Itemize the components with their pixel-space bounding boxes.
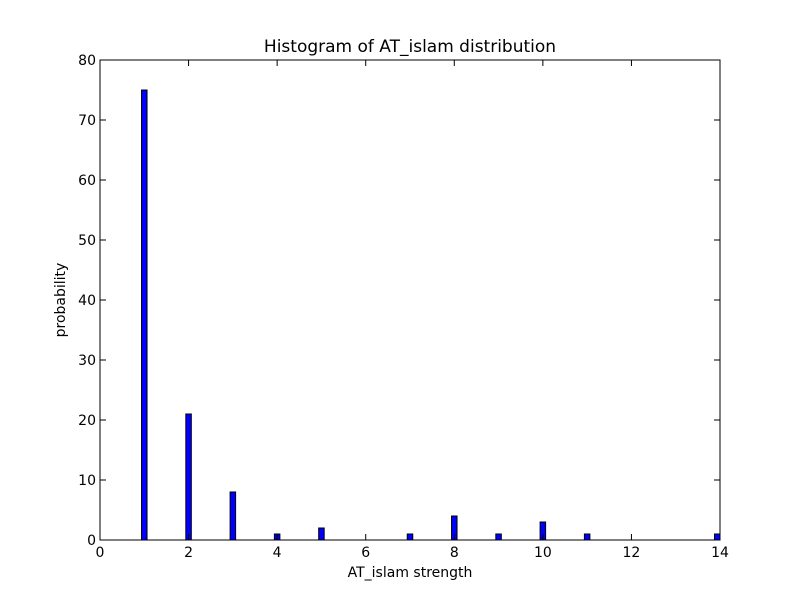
histogram-bar — [495, 533, 502, 541]
histogram-bar — [318, 527, 325, 541]
histogram-bar — [229, 491, 237, 541]
y-axis-label: probability — [53, 263, 69, 338]
histogram-bar — [583, 533, 591, 541]
x-tick-label: 2 — [184, 545, 193, 561]
y-tick-label: 70 — [78, 113, 96, 129]
x-tick-label: 14 — [711, 545, 729, 561]
y-tick-label: 60 — [78, 173, 96, 189]
y-tick-label: 0 — [87, 533, 96, 549]
x-tick-label: 10 — [534, 545, 552, 561]
histogram-bar — [714, 533, 721, 541]
y-tick-label: 10 — [78, 473, 96, 489]
y-tick-label: 40 — [78, 293, 96, 309]
plot-area-frame — [99, 59, 721, 541]
x-tick-label: 0 — [96, 545, 105, 561]
x-tick-label: 4 — [273, 545, 282, 561]
x-tick-label: 12 — [623, 545, 641, 561]
chart-title: Histogram of AT_islam distribution — [264, 37, 556, 57]
histogram-bar — [141, 89, 148, 541]
x-tick-label: 6 — [361, 545, 370, 561]
y-tick-label: 80 — [78, 53, 96, 69]
y-tick-label: 30 — [78, 353, 96, 369]
x-tick-label: 8 — [450, 545, 459, 561]
histogram-bar — [406, 533, 414, 541]
y-tick-label: 20 — [78, 413, 96, 429]
ticks-group: 0 2 4 6 8 10 12 14 0 10 20 30 40 50 60 70 80 — [78, 53, 729, 561]
y-tick-label: 50 — [78, 233, 96, 249]
bars-group — [141, 89, 721, 541]
histogram-bar — [185, 413, 192, 541]
x-axis-label: AT_islam strength — [348, 565, 473, 581]
